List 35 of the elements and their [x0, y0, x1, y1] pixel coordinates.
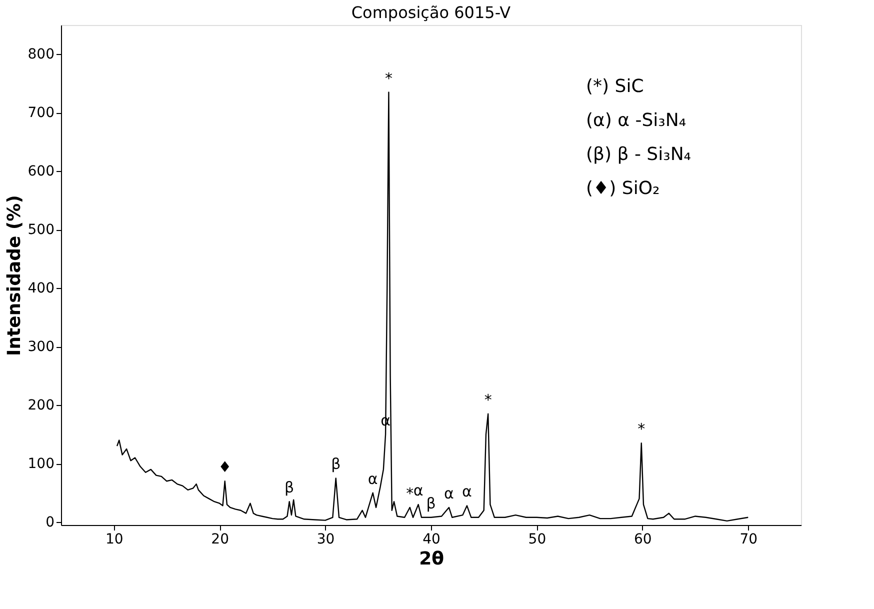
y-axis-title: Intensidade (%) — [4, 195, 25, 356]
y-tick-label: 800 — [28, 46, 54, 63]
y-tick-label: 200 — [28, 398, 54, 414]
x-tick-label: 60 — [634, 532, 652, 548]
x-tick-label: 50 — [528, 532, 546, 548]
x-tick-label: 20 — [211, 532, 229, 548]
annotation: β — [284, 478, 294, 497]
annotation: β — [426, 494, 436, 512]
x-tick-label: 30 — [316, 532, 335, 548]
annotation: (*) SiC — [586, 76, 644, 97]
annotation: (α) α -Si₃N₄ — [586, 110, 686, 131]
y-tick-label: 600 — [28, 164, 54, 180]
x-tick-label: 10 — [105, 532, 124, 548]
x-axis-title: 2θ — [419, 548, 444, 570]
annotation: α — [368, 470, 378, 488]
annotation: ♦ — [218, 458, 232, 476]
annotation: α — [444, 484, 454, 502]
annotation: α — [413, 482, 424, 500]
annotation: α — [462, 482, 472, 501]
y-tick-label: 300 — [28, 339, 54, 356]
annotation: (♦) SiO₂ — [586, 178, 660, 199]
y-tick-label: 0 — [46, 514, 54, 531]
annotation: (β) β - Si₃N₄ — [586, 144, 692, 165]
annotation: * — [406, 484, 414, 502]
annotation: β — [331, 455, 341, 474]
y-tick-label: 100 — [28, 456, 54, 472]
annotation: * — [638, 420, 646, 438]
y-tick-label: 500 — [28, 222, 54, 238]
y-tick-label: 700 — [28, 105, 54, 122]
annotation: * — [484, 390, 492, 409]
y-tick-label: 400 — [28, 280, 54, 297]
x-tick-label: 70 — [740, 532, 758, 548]
x-tick-label: 40 — [422, 532, 440, 548]
chart-title: Composição 6015-V — [351, 3, 511, 22]
annotation: * — [384, 69, 393, 88]
